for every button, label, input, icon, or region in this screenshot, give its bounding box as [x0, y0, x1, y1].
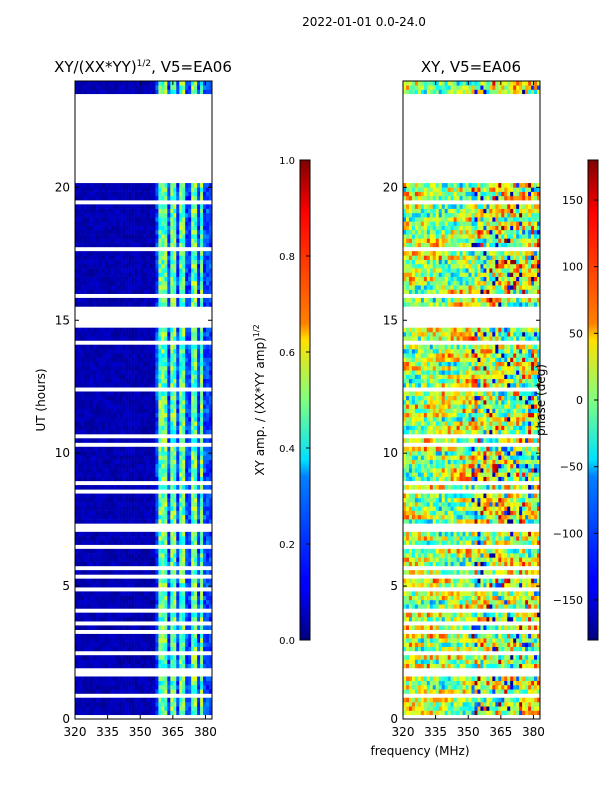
- ytick-label: 20: [383, 180, 398, 194]
- ytick-label: 20: [55, 180, 70, 194]
- colorbar-tick-label: −50: [560, 461, 583, 474]
- xtick-label: 320: [64, 725, 87, 739]
- colorbar-tick-label: 150: [562, 194, 583, 207]
- colorbar-tick-label: 0.2: [279, 540, 295, 551]
- xtick-label: 335: [424, 725, 447, 739]
- phase-panel: XY, V5=EA06 320 335 350 365 380 0 5 10 15 20: [383, 58, 545, 739]
- colorbar-tick-label: 0.0: [279, 636, 295, 647]
- amplitude-panel: XY/(XX*YY)1/2, V5=EA06 320 335 350 365 380 0 5…: [34, 58, 232, 739]
- colorbar-tick-label: 0.4: [279, 444, 295, 455]
- ytick-label: 10: [383, 446, 398, 460]
- colorbar-tick-label: 50: [569, 327, 583, 340]
- ytick-label: 5: [62, 579, 70, 593]
- amplitude-colorbar-label: XY amp. / (XX*YY amp)1/2: [252, 324, 267, 475]
- xtick-label: 365: [161, 725, 184, 739]
- phase-colorbar: −150 −100 −50 0 50 100 150 phase (deg): [534, 159, 599, 641]
- colorbar-tick-label: 0: [576, 394, 583, 407]
- xtick-label: 380: [522, 725, 545, 739]
- amplitude-axis-ticks: 320 335 350 365 380 0 5 10 15 20: [55, 81, 217, 739]
- xtick-label: 380: [194, 725, 217, 739]
- colorbar-tick-label: 100: [562, 261, 583, 274]
- colorbar-tick-label: −100: [553, 527, 583, 540]
- ytick-label: 10: [55, 446, 70, 460]
- ytick-label: 0: [390, 712, 398, 726]
- ytick-label: 15: [383, 313, 398, 327]
- xtick-label: 365: [489, 725, 512, 739]
- phase-colorbar-ticks: −150 −100 −50 0 50 100 150: [553, 194, 598, 607]
- ytick-label: 5: [390, 579, 398, 593]
- phase-panel-title: XY, V5=EA06: [421, 58, 521, 76]
- figure-suptitle: 2022-01-01 0.0-24.0: [302, 15, 426, 29]
- xtick-label: 320: [392, 725, 415, 739]
- phase-heatmap: [403, 81, 540, 716]
- xtick-label: 350: [457, 725, 480, 739]
- amplitude-colorbar-ticks: 0.0 0.2 0.4 0.6 0.8 1.0: [279, 156, 310, 647]
- amplitude-panel-title: XY/(XX*YY)1/2, V5=EA06: [54, 58, 232, 76]
- amplitude-colorbar: 0.0 0.2 0.4 0.6 0.8 1.0 XY amp. / (XX*YY amp)…: [252, 156, 311, 647]
- amplitude-axes-frame: [74, 80, 213, 720]
- colorbar-tick-label: −150: [553, 594, 583, 607]
- xtick-label: 350: [129, 725, 152, 739]
- phase-axis-ticks: 320 335 350 365 380 0 5 10 15 20: [383, 81, 545, 739]
- amplitude-colorbar-bar: [299, 159, 311, 641]
- ytick-label: 0: [62, 712, 70, 726]
- phase-axes-frame: [402, 80, 541, 720]
- amplitude-heatmap: [75, 81, 212, 716]
- colorbar-tick-label: 0.8: [279, 252, 295, 263]
- amplitude-ylabel: UT (hours): [34, 368, 48, 431]
- xtick-label: 335: [96, 725, 119, 739]
- colorbar-tick-label: 0.6: [279, 348, 295, 359]
- ytick-label: 15: [55, 313, 70, 327]
- phase-colorbar-label: phase (deg): [534, 364, 548, 436]
- colorbar-tick-label: 1.0: [279, 156, 295, 167]
- shared-xlabel: frequency (MHz): [370, 744, 469, 758]
